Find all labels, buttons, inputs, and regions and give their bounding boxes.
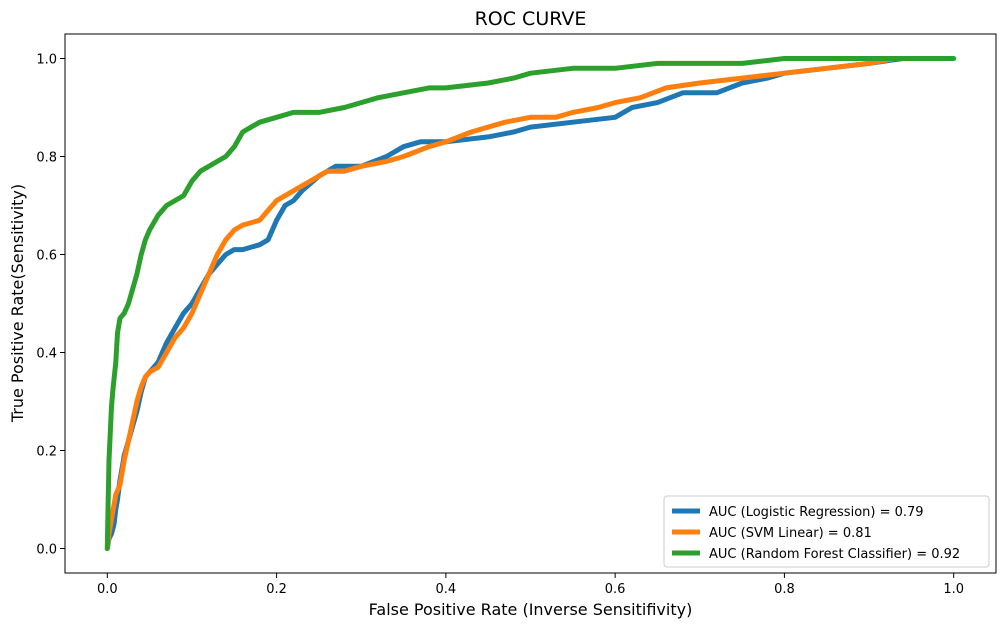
series-layer — [104, 56, 957, 551]
series-line-2 — [104, 56, 957, 551]
legend-label-0: AUC (Logistic Regression) = 0.79 — [709, 505, 924, 520]
x-tick-label-5: 1.0 — [943, 582, 964, 597]
y-tick-label-5: 1.0 — [36, 53, 57, 68]
y-tick-label-2: 0.4 — [36, 347, 57, 362]
x-axis-label: False Positive Rate (Inverse Sensitifivi… — [369, 600, 693, 619]
legend-label-1: AUC (SVM Linear) = 0.81 — [709, 526, 872, 541]
plot-area — [64, 33, 997, 574]
legend: AUC (Logistic Regression) = 0.79 AUC (SVM… — [663, 495, 990, 568]
y-tick-label-1: 0.2 — [36, 445, 57, 460]
x-tick-label-4: 0.8 — [774, 582, 795, 597]
chart-title: ROC CURVE — [475, 8, 587, 30]
x-axis: 0.0 0.2 0.4 0.6 0.8 1.0 — [97, 573, 964, 597]
y-axis: 0.0 0.2 0.4 0.6 0.8 1.0 — [36, 53, 65, 558]
legend-label-2: AUC (Random Forest Classifier) = 0.92 — [709, 547, 960, 562]
x-tick-label-2: 0.4 — [436, 582, 457, 597]
x-tick-label-3: 0.6 — [605, 582, 626, 597]
x-tick-label-0: 0.0 — [97, 582, 118, 597]
y-axis-label: True Positive Rate(Sensitivity) — [8, 184, 27, 423]
y-tick-label-3: 0.6 — [36, 249, 57, 264]
x-tick-label-1: 0.2 — [266, 582, 287, 597]
series-line-0 — [104, 56, 906, 551]
y-tick-label-0: 0.0 — [36, 543, 57, 558]
y-tick-label-4: 0.8 — [36, 151, 57, 166]
plot-frame — [64, 33, 997, 574]
series-line-1 — [104, 56, 897, 551]
legend-box — [663, 495, 990, 568]
